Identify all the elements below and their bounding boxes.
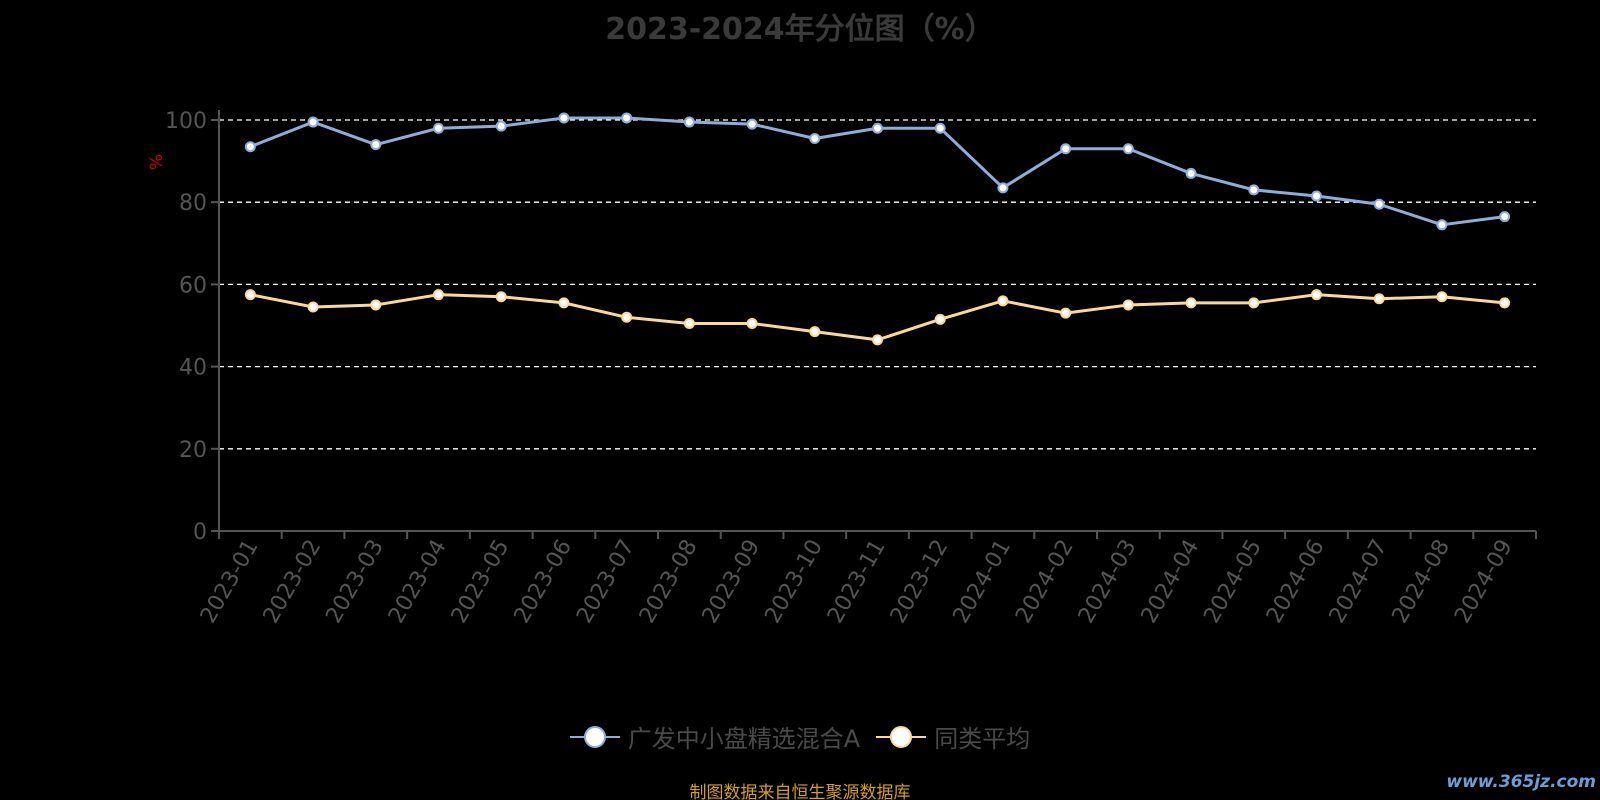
- x-tick-label: 2023-07: [572, 536, 640, 628]
- data-point[interactable]: [307, 301, 319, 313]
- x-tick-label: 2023-01: [196, 536, 264, 628]
- x-tick-label: 2024-01: [949, 536, 1017, 628]
- data-point[interactable]: [495, 120, 507, 132]
- y-tick-label: 80: [179, 191, 207, 216]
- y-tick-label: 20: [179, 438, 207, 463]
- data-point[interactable]: [809, 326, 821, 338]
- legend-marker-icon: [569, 723, 620, 751]
- chart-title: 2023-2024年分位图（%）: [605, 12, 995, 47]
- x-tick-label: 2023-12: [886, 536, 954, 628]
- data-point[interactable]: [934, 313, 946, 325]
- data-point[interactable]: [1311, 289, 1322, 301]
- grid-lines: [219, 119, 1536, 450]
- x-tick-label: 2024-04: [1137, 536, 1205, 628]
- data-point[interactable]: [1248, 184, 1260, 196]
- x-tick-label: 2023-02: [259, 536, 327, 628]
- legend-marker-icon: [876, 723, 927, 751]
- y-tick-label: 40: [179, 356, 207, 381]
- data-point[interactable]: [1373, 293, 1385, 305]
- watermark: www.365jz.com: [1446, 772, 1596, 792]
- legend-item-peer-average[interactable]: 同类平均: [876, 719, 1030, 754]
- data-point[interactable]: [997, 182, 1009, 194]
- data-point[interactable]: [1311, 190, 1322, 202]
- series-line-1: [250, 293, 1505, 342]
- data-point[interactable]: [558, 297, 570, 309]
- x-tick-label: 2024-08: [1388, 536, 1456, 628]
- data-point[interactable]: [1373, 198, 1385, 210]
- x-tick-label: 2023-11: [823, 536, 891, 628]
- data-point[interactable]: [621, 311, 633, 323]
- x-tick-label: 2024-03: [1074, 536, 1142, 628]
- x-tick-label: 2023-03: [321, 536, 389, 628]
- data-point[interactable]: [244, 141, 256, 153]
- series-line-0: [249, 116, 1505, 227]
- legend-label-peer-average: 同类平均: [934, 725, 1031, 753]
- data-point[interactable]: [558, 112, 570, 124]
- x-tick-label: 2023-10: [760, 536, 828, 628]
- legend-item-fund[interactable]: 广发中小盘精选混合A: [569, 719, 861, 754]
- data-point[interactable]: [746, 317, 758, 329]
- data-point[interactable]: [621, 112, 633, 124]
- data-point[interactable]: [1248, 297, 1260, 309]
- y-tick-label: 60: [179, 273, 207, 298]
- legend-label-fund: 广发中小盘精选混合A: [627, 725, 861, 753]
- x-tick-label: 2024-02: [1011, 536, 1079, 628]
- data-point[interactable]: [683, 116, 695, 128]
- data-point[interactable]: [1060, 307, 1072, 319]
- x-tick-label: 2023-04: [384, 536, 452, 628]
- data-point[interactable]: [433, 122, 444, 134]
- x-tick-label: 2024-05: [1199, 536, 1267, 628]
- data-point[interactable]: [1185, 167, 1197, 179]
- data-point[interactable]: [370, 299, 382, 311]
- x-tick-labels: 2023-012023-022023-032023-042023-052023-…: [196, 536, 1518, 628]
- data-point[interactable]: [1499, 211, 1511, 223]
- data-point[interactable]: [307, 116, 319, 128]
- data-point[interactable]: [495, 291, 507, 303]
- data-point[interactable]: [244, 289, 256, 301]
- data-point[interactable]: [872, 122, 883, 134]
- data-point[interactable]: [1060, 143, 1072, 155]
- data-point[interactable]: [872, 334, 883, 346]
- data-point[interactable]: [809, 132, 821, 144]
- series-lines: [244, 112, 1511, 346]
- data-point[interactable]: [1185, 297, 1197, 309]
- y-axis-label: %: [147, 154, 167, 170]
- data-point[interactable]: [1436, 291, 1448, 303]
- x-tick-label: 2023-09: [698, 536, 766, 628]
- x-tick-label: 2023-08: [635, 536, 703, 628]
- y-tick-label: 0: [193, 520, 207, 545]
- data-point[interactable]: [934, 122, 946, 134]
- x-tick-label: 2023-06: [510, 536, 578, 628]
- axes: [211, 110, 1537, 539]
- y-tick-label: 100: [165, 109, 207, 134]
- data-point[interactable]: [746, 118, 758, 130]
- data-point[interactable]: [1122, 143, 1134, 155]
- data-point[interactable]: [1499, 297, 1511, 309]
- data-point[interactable]: [1436, 219, 1448, 231]
- x-tick-label: 2024-07: [1325, 536, 1393, 628]
- data-point[interactable]: [1122, 299, 1134, 311]
- data-point[interactable]: [683, 317, 695, 329]
- source-note: 制图数据来自恒生聚源数据库: [689, 783, 911, 800]
- data-point[interactable]: [433, 289, 444, 301]
- legend-dot: [583, 725, 606, 748]
- x-tick-label: 2024-06: [1262, 536, 1330, 628]
- x-tick-label: 2024-09: [1450, 536, 1518, 628]
- data-point[interactable]: [997, 295, 1009, 307]
- chart-legend: 广发中小盘精选混合A 同类平均: [0, 719, 1600, 754]
- x-tick-label: 2023-05: [447, 536, 515, 628]
- y-tick-labels: 0 20 40 60 80 100: [165, 109, 207, 545]
- legend-dot: [890, 725, 913, 748]
- data-point[interactable]: [370, 139, 382, 151]
